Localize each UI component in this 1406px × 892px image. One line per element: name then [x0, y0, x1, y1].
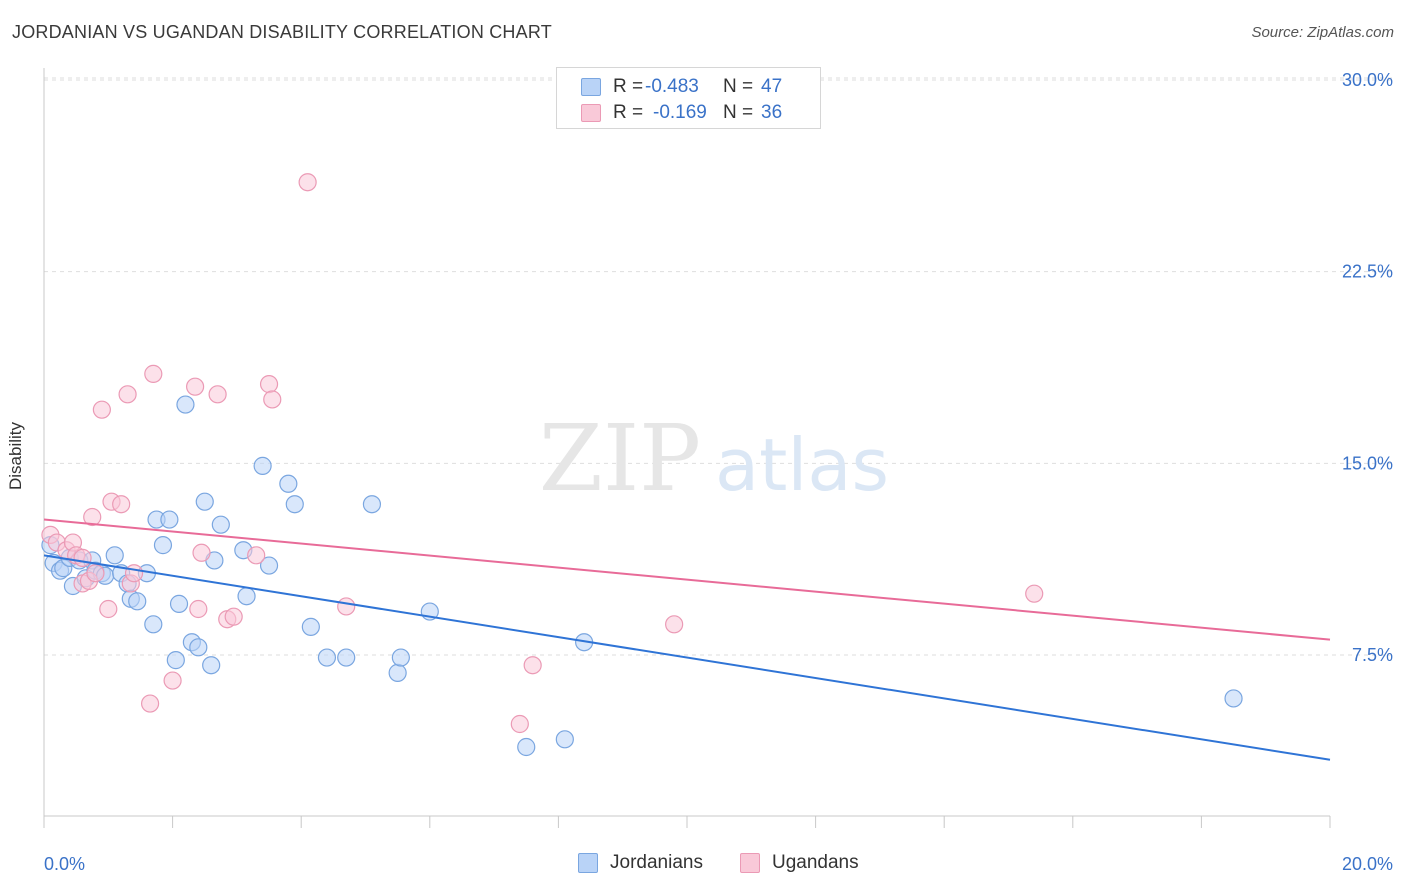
ugandan-point	[208, 385, 227, 404]
jordanian-point	[128, 592, 147, 611]
legend-n-label: N =	[723, 76, 754, 97]
jordanian-point	[301, 617, 320, 636]
ugandan-point	[189, 599, 208, 619]
ugandan-point	[83, 507, 102, 527]
ugandan-point	[118, 385, 137, 404]
legend-r-value: -0.483	[645, 76, 699, 97]
legend-r-label: R =	[613, 76, 644, 97]
ugandan-point	[1025, 584, 1044, 603]
series-label-jordanians: Jordanians	[610, 852, 703, 873]
ugandan-point	[99, 599, 118, 619]
ugandan-point	[140, 694, 160, 713]
jordanian-point	[259, 556, 279, 575]
ugandan-point	[86, 564, 105, 583]
watermark-zip-text: ZIP	[539, 405, 701, 512]
y-tick-label: 7.5%	[1352, 645, 1393, 665]
series-label-ugandans: Ugandans	[772, 852, 859, 873]
jordanian-point	[166, 651, 185, 670]
jordanian-point	[317, 648, 337, 667]
jordanian-point	[189, 638, 208, 657]
x-tick-label: 20.0%	[1342, 854, 1393, 874]
ugandan-point	[186, 377, 205, 396]
tick-labels: 7.5% 15.0% 22.5% 30.0% 0.0% 20.0%	[44, 70, 1393, 874]
ugandan-point	[112, 495, 131, 514]
watermark: ZIP atlas	[539, 405, 889, 512]
ugandan-point	[73, 548, 92, 567]
ugandan-point	[298, 173, 317, 192]
y-tick-label: 30.0%	[1342, 70, 1393, 90]
x-tick-label: 0.0%	[44, 854, 85, 874]
jordanian-point	[202, 656, 221, 675]
legend-n-label: N =	[723, 102, 754, 123]
series-swatch-pink	[740, 853, 760, 873]
legend-row-ugandans: R = -0.169 N = 36	[581, 101, 782, 125]
jordanian-point	[176, 395, 195, 414]
legend-n-value: 36	[761, 102, 783, 123]
jordanian-point	[285, 495, 304, 514]
grid-lines	[44, 77, 1392, 656]
jordanian-point	[105, 546, 124, 565]
jordanian-point	[160, 510, 179, 529]
ugandan-point	[665, 615, 684, 634]
jordanian-point	[337, 648, 356, 667]
series-legend-ugandans: Ugandans	[740, 852, 859, 874]
series-legend-jordanians: Jordanians	[578, 852, 703, 874]
ugandan-point	[224, 607, 243, 626]
jordanian-point	[517, 737, 536, 757]
watermark-atlas-text: atlas	[715, 423, 889, 507]
jordanian-point	[362, 495, 382, 514]
source-credit: Source: ZipAtlas.com	[1251, 24, 1394, 41]
legend-n-value: 47	[761, 76, 783, 97]
jordanian-point	[169, 594, 189, 613]
ugandan-point	[337, 597, 356, 616]
jordanian-point	[253, 456, 272, 475]
jordanian-point	[153, 536, 173, 555]
ugandan-point	[510, 714, 529, 734]
jordanian-point	[388, 663, 407, 682]
correlation-legend: R = -0.483 N = 47 R = -0.169 N = 36	[556, 67, 821, 129]
jordanian-point	[1224, 689, 1243, 708]
series-swatch-blue	[578, 853, 598, 873]
jordanian-point	[211, 515, 230, 534]
ugandan-point	[523, 656, 542, 675]
jordanian-point	[279, 474, 298, 493]
ugandan-point	[92, 400, 111, 419]
ugandan-point	[263, 390, 282, 409]
axes	[43, 68, 1331, 828]
ugandan-point	[259, 375, 279, 394]
jordanian-point	[195, 492, 214, 511]
jordanian-point	[555, 730, 574, 749]
y-tick-label: 22.5%	[1342, 262, 1393, 282]
ugandan-point	[144, 364, 163, 383]
jordanian-point	[144, 615, 163, 634]
series-legend: Jordanians Ugandans	[0, 852, 1406, 876]
trend-lines	[43, 518, 1331, 761]
legend-r-value: -0.169	[653, 102, 707, 123]
y-tick-label: 15.0%	[1342, 453, 1393, 473]
jordanian-trend-line	[43, 554, 1331, 761]
data-points	[41, 173, 1243, 757]
chart-title: JORDANIAN VS UGANDAN DISABILITY CORRELAT…	[12, 22, 552, 42]
ugandan-point	[192, 543, 211, 562]
jordanian-point	[391, 648, 410, 667]
legend-r-label: R =	[613, 102, 644, 123]
legend-row-jordanians: R = -0.483 N = 47	[581, 75, 782, 99]
legend-swatch-blue	[581, 78, 601, 96]
ugandan-point	[124, 564, 144, 583]
ugandan-point	[247, 546, 266, 565]
ugandan-trend-line	[43, 518, 1331, 641]
legend-swatch-pink	[581, 104, 601, 122]
jordanian-point	[237, 587, 256, 606]
ugandan-point	[163, 671, 182, 690]
